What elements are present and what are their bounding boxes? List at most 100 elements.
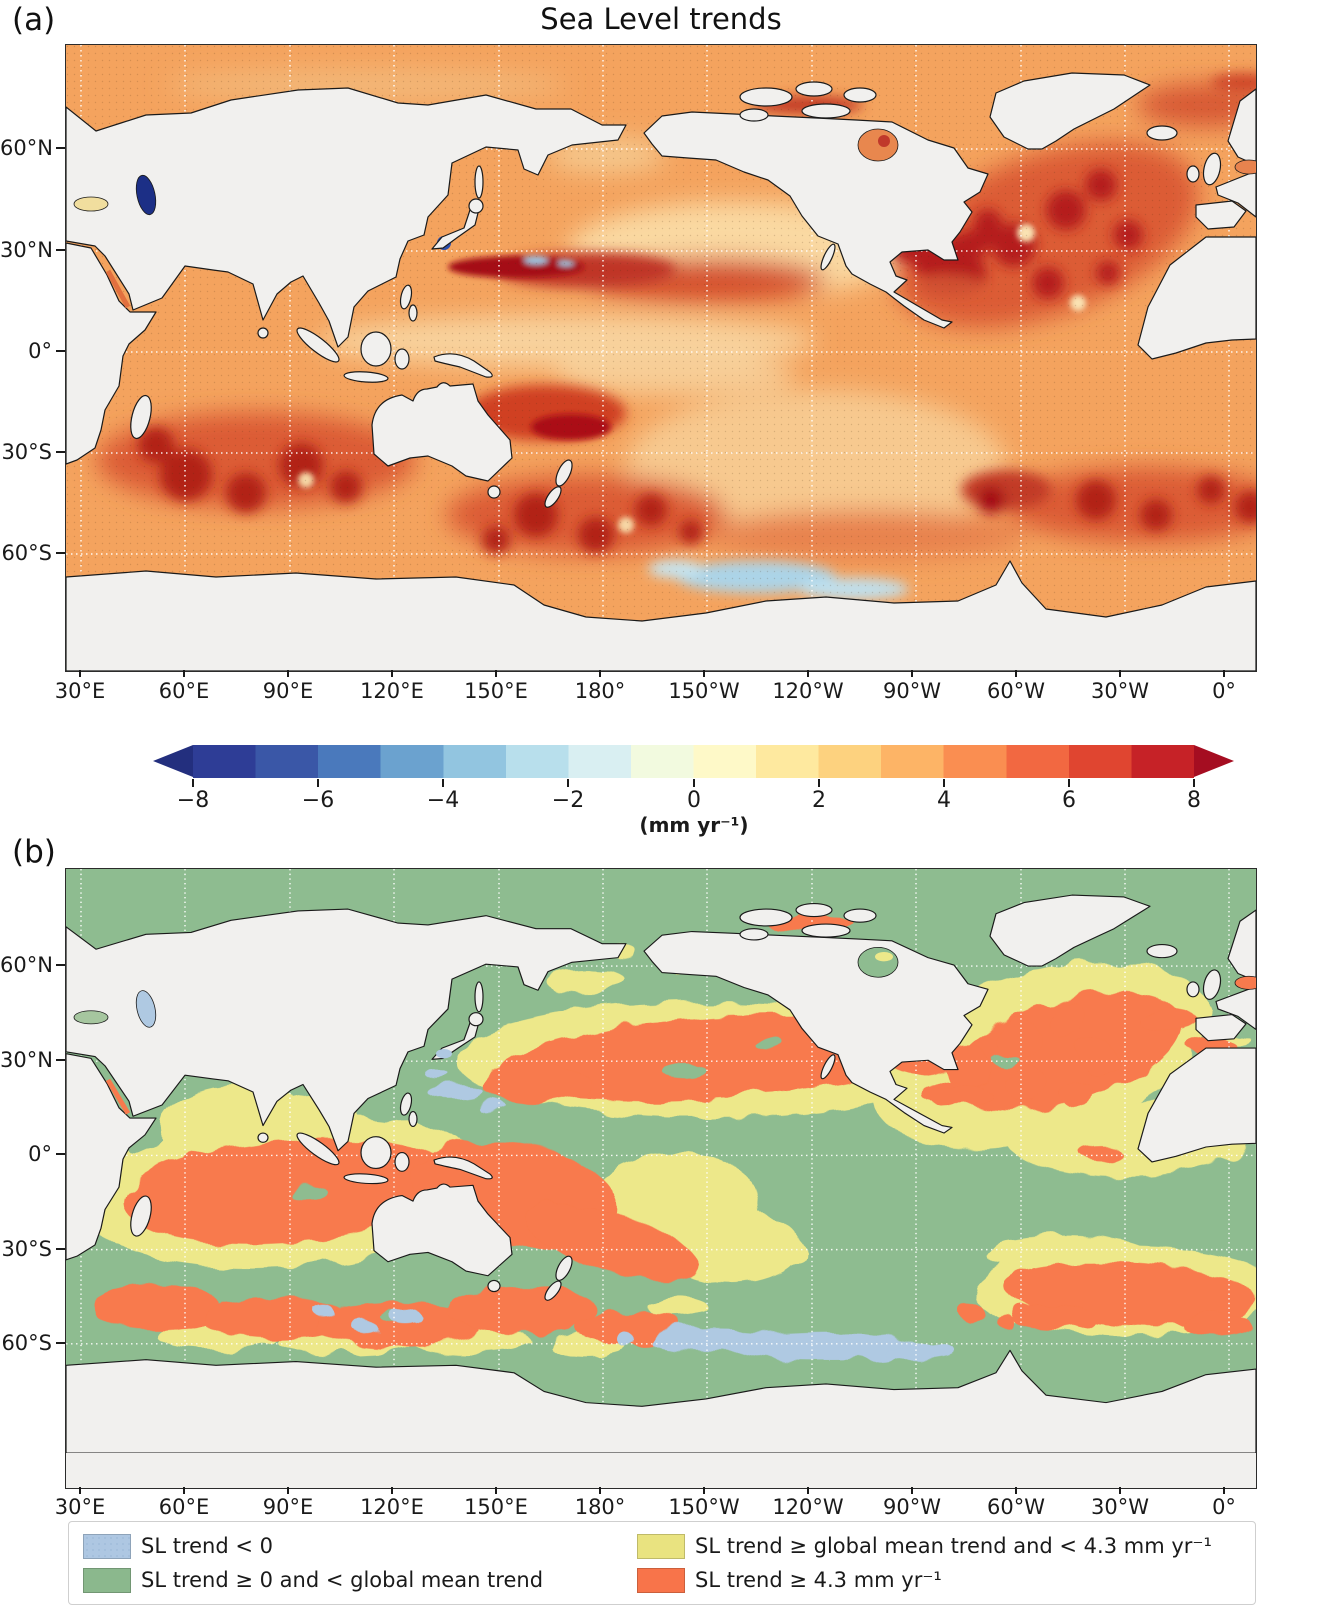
lon-tick: [1119, 670, 1121, 677]
colorbar-units-label: (mm yr⁻¹): [639, 813, 749, 837]
lon-tick: [911, 670, 913, 677]
panel-b-label: (b): [12, 834, 56, 870]
lon-tick-label: 30°E: [54, 679, 106, 703]
lon-tick: [703, 670, 705, 677]
lon-tick: [1223, 1487, 1225, 1494]
lat-tick: [56, 1059, 65, 1061]
lat-tick-label: 30°S: [1, 1237, 52, 1261]
colorbar-tick-label: −2: [551, 788, 585, 813]
lon-tick-label: 60°W: [987, 1495, 1045, 1519]
colorbar-tick-label: 0: [687, 788, 701, 813]
lon-tick-label: 120°W: [772, 679, 844, 703]
legend-swatch-below-mean: [83, 1568, 131, 1593]
lat-tick-label: 60°N: [0, 136, 53, 160]
lon-tick-label: 60°E: [158, 1495, 210, 1519]
lat-tick-label: 0°: [28, 339, 52, 363]
map-panel-a: [65, 44, 1257, 672]
lon-tick-label: 120°E: [360, 1495, 424, 1519]
lon-tick-label: 120°E: [360, 679, 424, 703]
lon-tick: [807, 1487, 809, 1494]
lat-tick-label: 30°S: [1, 440, 52, 464]
lon-tick-label: 90°W: [883, 1495, 941, 1519]
lat-tick: [56, 451, 65, 453]
lon-tick: [495, 670, 497, 677]
lon-tick-label: 180°: [574, 1495, 626, 1519]
lon-tick: [391, 1487, 393, 1494]
legend-swatch-above-4.3: [637, 1568, 685, 1593]
lon-tick-label: 150°E: [464, 1495, 528, 1519]
colorbar-tick-label: −6: [301, 788, 335, 813]
lon-tick: [79, 670, 81, 677]
legend: SL trend < 0 SL trend ≥ 0 and < global m…: [68, 1521, 1256, 1605]
lon-tick: [703, 1487, 705, 1494]
colorbar-tick: [818, 779, 820, 787]
colorbar-tick-label: 2: [812, 788, 826, 813]
legend-swatch-above-mean: [637, 1534, 685, 1559]
lat-tick: [56, 552, 65, 554]
marginal-seas: [73, 946, 1256, 1115]
antarctica-margin: [66, 1453, 1256, 1488]
lon-tick: [807, 670, 809, 677]
lon-tick-label: 90°W: [883, 679, 941, 703]
colorbar-tick-label: 8: [1187, 788, 1201, 813]
sea-level-trend-heatmap: [66, 45, 1256, 671]
colorbar-tick: [317, 779, 319, 787]
lat-tick-label: 30°N: [0, 238, 53, 262]
lon-tick: [599, 1487, 601, 1494]
lon-tick-label: 60°W: [987, 679, 1045, 703]
lon-tick: [1119, 1487, 1121, 1494]
colorbar: [153, 745, 1235, 778]
lat-tick: [56, 1248, 65, 1250]
colorbar-tick-label: −8: [176, 788, 210, 813]
lon-tick-label: 120°W: [772, 1495, 844, 1519]
trend-category-map: [66, 869, 1256, 1453]
lon-tick-label: 90°E: [262, 1495, 314, 1519]
lon-tick: [391, 670, 393, 677]
lon-tick-label: 150°E: [464, 679, 528, 703]
lat-tick: [56, 1153, 65, 1155]
colorbar-tick: [442, 779, 444, 787]
colorbar-tick: [943, 779, 945, 787]
panel-a-label: (a): [12, 2, 56, 38]
lon-tick-label: 30°W: [1091, 1495, 1149, 1519]
lat-tick: [56, 249, 65, 251]
colorbar-tick-label: 4: [937, 788, 951, 813]
colorbar-extend-left-arrow: [153, 745, 193, 777]
lon-tick: [911, 1487, 913, 1494]
figure-title: Sea Level trends: [540, 2, 782, 36]
lon-tick: [599, 670, 601, 677]
lon-tick: [1223, 670, 1225, 677]
lon-tick-label: 150°W: [668, 679, 740, 703]
marginal-seas: [73, 128, 1256, 309]
lon-tick: [79, 1487, 81, 1494]
legend-swatch-negative: [83, 1534, 131, 1559]
lat-tick-label: 60°S: [1, 1331, 52, 1355]
colorbar-extend-right-arrow: [1194, 745, 1234, 777]
lat-tick: [56, 964, 65, 966]
lat-tick: [56, 147, 65, 149]
lon-tick: [1015, 1487, 1017, 1494]
lat-tick-label: 30°N: [0, 1048, 53, 1072]
colorbar-tick: [192, 779, 194, 787]
legend-label-negative: SL trend < 0: [141, 1534, 273, 1558]
legend-label-above-4.3: SL trend ≥ 4.3 mm yr⁻¹: [695, 1568, 942, 1592]
map-panel-b: [65, 868, 1257, 1489]
lon-tick-label: 30°E: [54, 1495, 106, 1519]
lon-tick: [183, 670, 185, 677]
lat-tick-label: 0°: [28, 1142, 52, 1166]
lon-tick: [183, 1487, 185, 1494]
lon-tick: [495, 1487, 497, 1494]
lon-tick: [1015, 670, 1017, 677]
lon-tick-label: 180°: [574, 679, 626, 703]
colorbar-tick: [1193, 779, 1195, 787]
lon-tick-label: 30°W: [1091, 679, 1149, 703]
legend-label-above-mean: SL trend ≥ global mean trend and < 4.3 m…: [695, 1534, 1212, 1558]
lon-tick-label: 0°: [1212, 1495, 1236, 1519]
colorbar-tick: [567, 779, 569, 787]
lon-tick-label: 150°W: [668, 1495, 740, 1519]
legend-label-below-mean: SL trend ≥ 0 and < global mean trend: [141, 1568, 544, 1592]
lon-tick: [287, 1487, 289, 1494]
lat-tick-label: 60°S: [1, 541, 52, 565]
lat-tick-label: 60°N: [0, 953, 53, 977]
